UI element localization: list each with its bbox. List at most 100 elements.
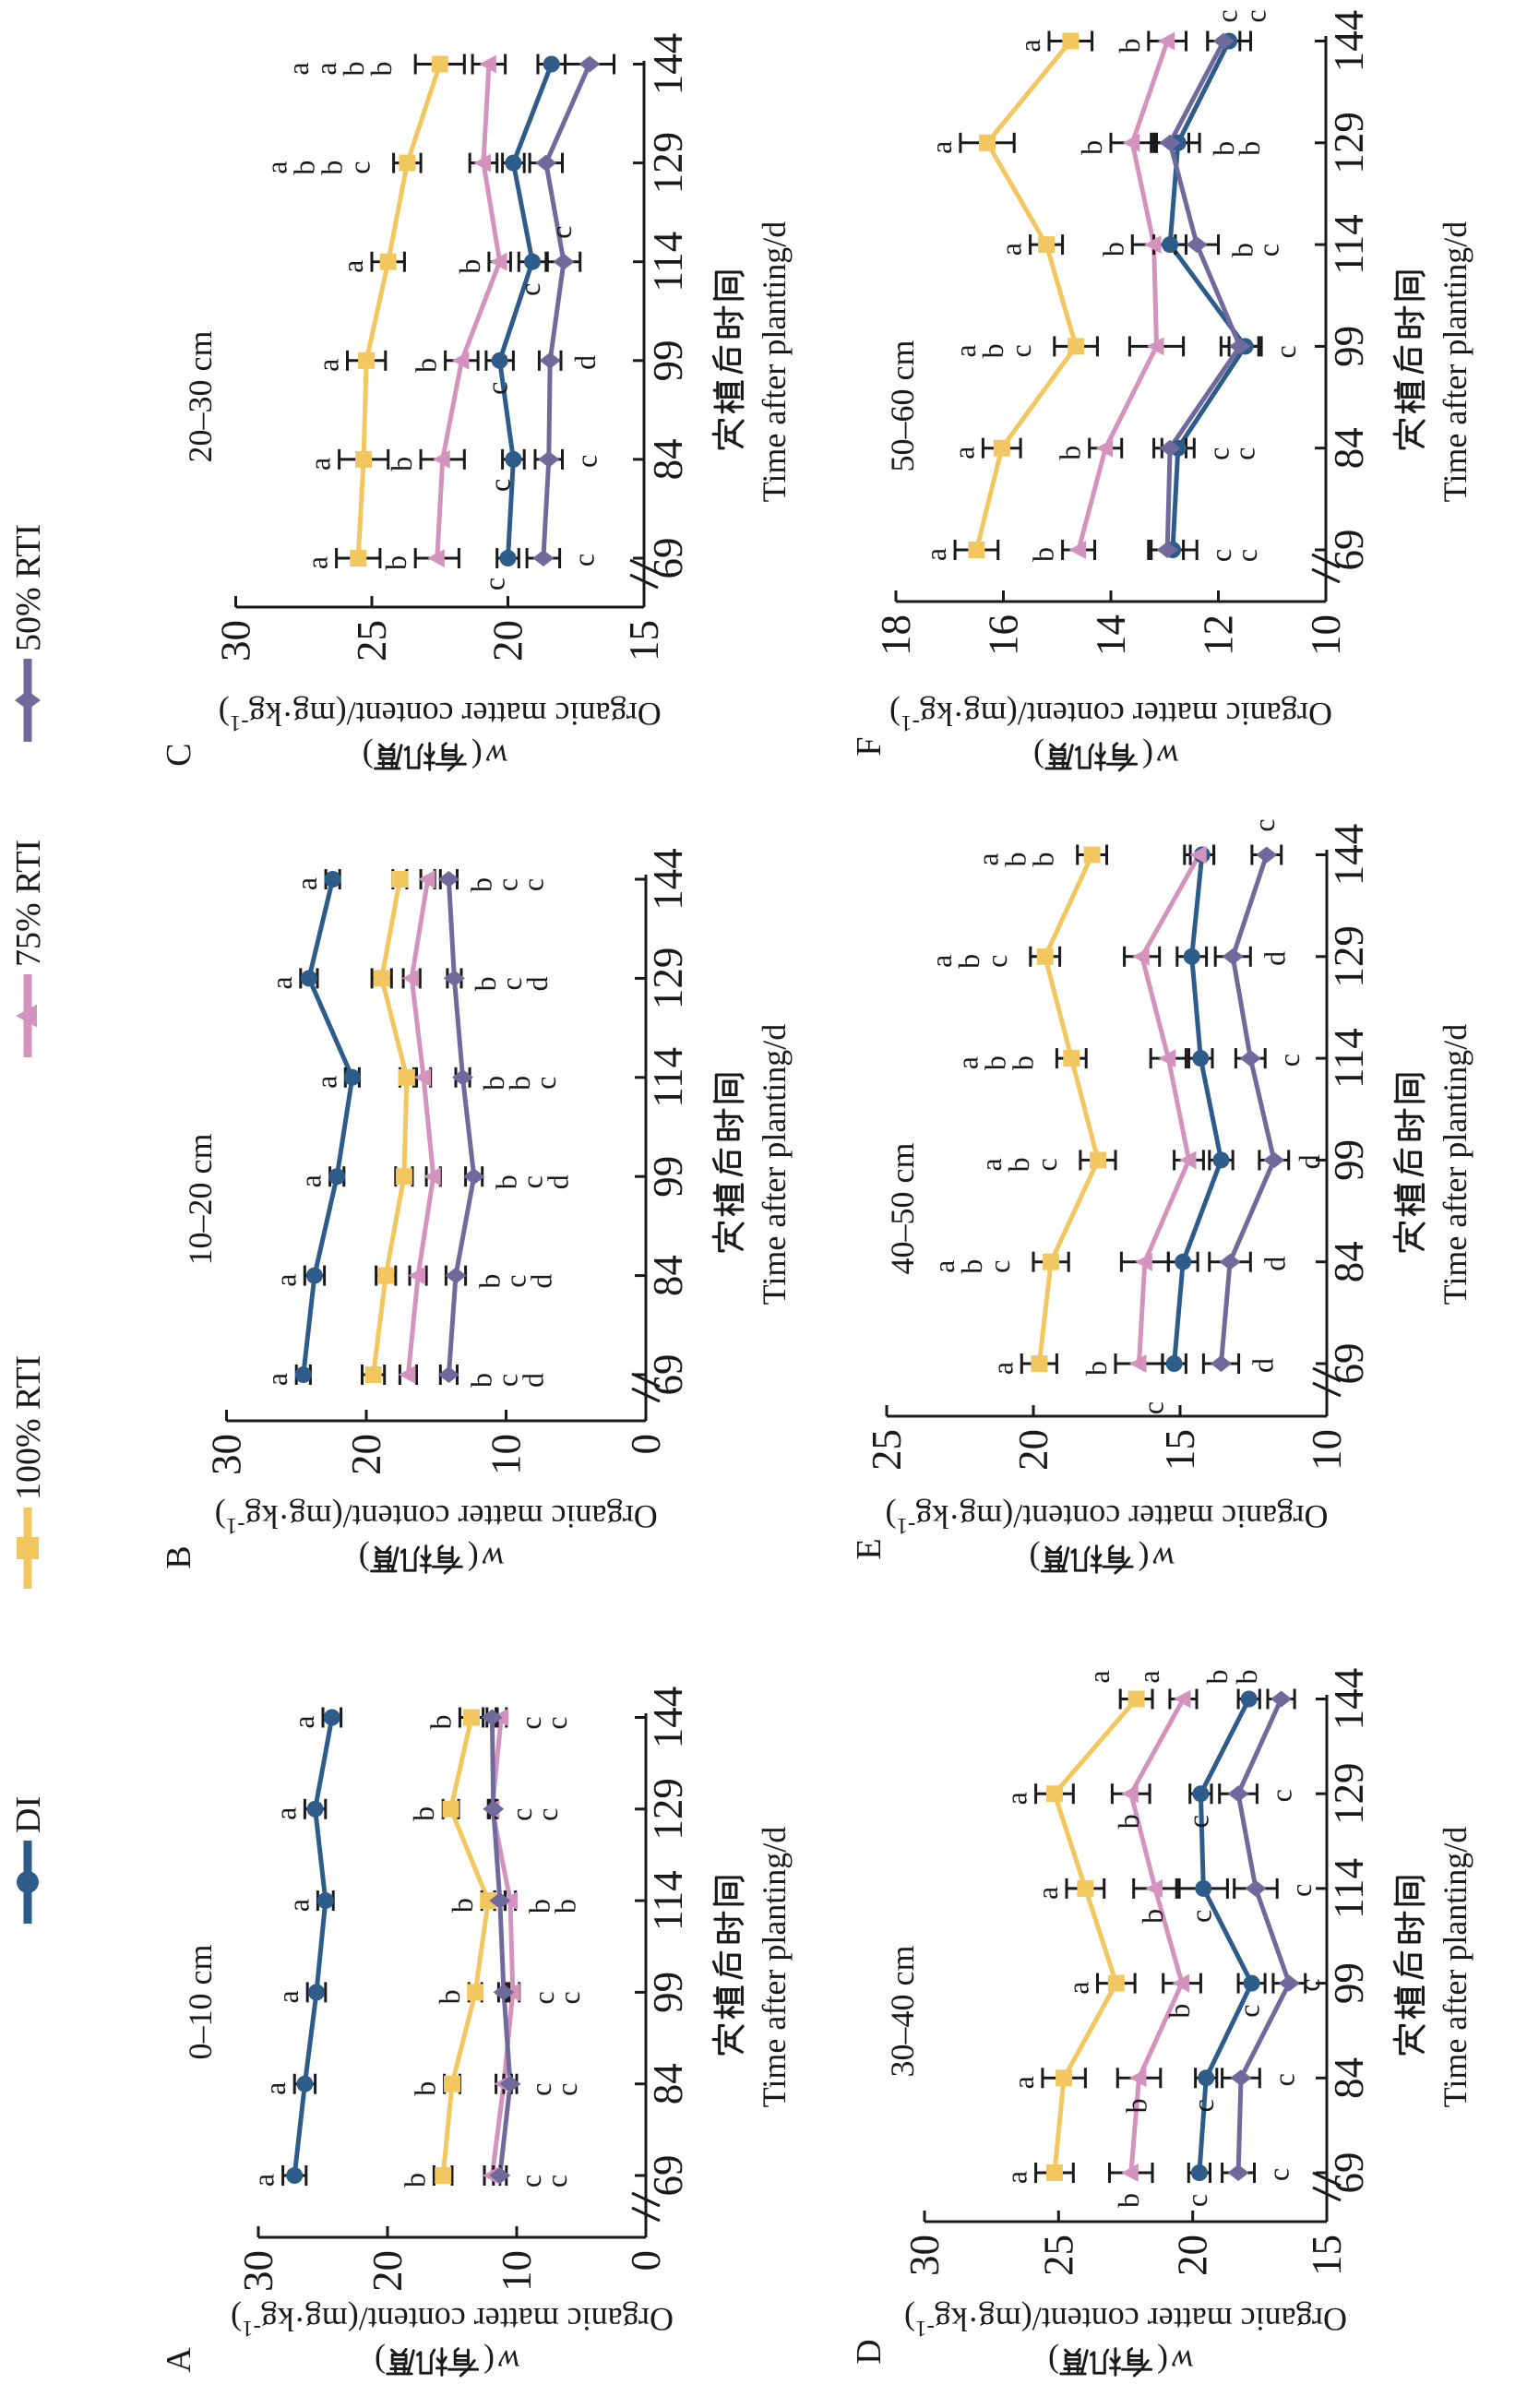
svg-text:84: 84 [645, 438, 691, 480]
svg-text:114: 114 [1326, 1028, 1372, 1089]
svg-text:Time after planting/d: Time after planting/d [756, 1024, 793, 1305]
svg-text:A: A [160, 2347, 198, 2373]
svg-text:b: b [316, 161, 349, 175]
svg-text:99: 99 [1326, 1139, 1372, 1181]
svg-text:114: 114 [645, 232, 691, 292]
svg-text:b: b [477, 1076, 510, 1091]
svg-text:a: a [265, 976, 298, 989]
svg-text:a: a [268, 1273, 302, 1286]
svg-text:129: 129 [1326, 1762, 1372, 1825]
svg-text:10: 10 [1304, 1429, 1350, 1471]
svg-text:69: 69 [645, 2155, 691, 2197]
svg-text:): ) [1033, 738, 1044, 775]
svg-text:b: b [1207, 141, 1240, 156]
svg-text:10: 10 [494, 2250, 540, 2292]
svg-text:c: c [343, 161, 376, 173]
svg-text:b: b [398, 2173, 431, 2187]
svg-text:c: c [514, 1716, 547, 1729]
svg-text:a: a [258, 2082, 292, 2095]
svg-text:b: b [1080, 1361, 1113, 1376]
svg-text:25: 25 [1035, 2235, 1081, 2276]
svg-text:25: 25 [349, 620, 395, 662]
svg-text:c: c [1204, 549, 1237, 562]
svg-text:114: 114 [645, 1047, 691, 1108]
svg-text:b: b [955, 1259, 988, 1274]
svg-text:Organic matter content/(mg·kg-: Organic matter content/(mg·kg-1) [215, 1498, 658, 1538]
svg-text:a: a [268, 1807, 302, 1820]
svg-text:18: 18 [873, 614, 919, 656]
svg-text:30: 30 [213, 620, 259, 662]
svg-text:b: b [1027, 852, 1060, 867]
svg-text:15: 15 [1157, 1429, 1203, 1471]
svg-text:c: c [483, 479, 517, 492]
svg-text:b: b [1006, 1055, 1039, 1070]
svg-text:c: c [1264, 1789, 1297, 1802]
svg-text:69: 69 [1326, 2152, 1372, 2194]
svg-text:c: c [1181, 1815, 1214, 1828]
svg-text:b: b [364, 62, 398, 77]
svg-text:c: c [491, 1374, 524, 1387]
svg-text:b: b [1136, 1909, 1169, 1924]
svg-text:0: 0 [623, 1434, 669, 1455]
svg-text:b: b [424, 1715, 457, 1730]
svg-text:b: b [1096, 242, 1129, 256]
svg-text:144: 144 [1326, 1668, 1372, 1731]
svg-text:c: c [516, 1175, 549, 1188]
svg-text:c: c [1004, 344, 1037, 357]
svg-text:20: 20 [343, 1434, 389, 1475]
svg-text:d: d [568, 355, 602, 370]
svg-text:b: b [1002, 1157, 1035, 1172]
svg-text:B: B [160, 1545, 198, 1568]
svg-text:b: b [549, 1899, 582, 1913]
svg-text:b: b [1233, 141, 1266, 156]
svg-text:129: 129 [645, 1778, 691, 1841]
svg-text:b: b [952, 954, 985, 969]
svg-text:0–10 cm: 0–10 cm [182, 1945, 219, 2060]
svg-text:c: c [524, 2083, 557, 2096]
svg-text:Time after planting/d: Time after planting/d [1437, 1024, 1473, 1305]
svg-text:c: c [527, 1991, 560, 2004]
svg-text:(: ( [1139, 1541, 1150, 1578]
svg-text:b: b [446, 1898, 479, 1913]
svg-text:a: a [1000, 2171, 1033, 2184]
svg-text:b: b [433, 1989, 466, 2004]
svg-text:w: w [486, 738, 508, 775]
svg-text:84: 84 [645, 2063, 691, 2104]
svg-text:144: 144 [645, 848, 691, 911]
svg-text:c: c [529, 1077, 562, 1090]
svg-text:c: c [499, 1274, 532, 1287]
svg-text:129: 129 [645, 948, 691, 1010]
svg-text:84: 84 [1326, 2057, 1372, 2099]
svg-text:b: b [503, 1076, 536, 1091]
svg-text:129: 129 [1326, 925, 1372, 988]
svg-text:(: ( [1142, 738, 1153, 775]
svg-text:c: c [1180, 2194, 1213, 2207]
svg-text:c: c [517, 878, 550, 891]
svg-text:c: c [491, 878, 524, 891]
svg-text:a: a [304, 458, 337, 471]
svg-text:d: d [1258, 1257, 1291, 1271]
svg-text:b: b [410, 358, 443, 373]
svg-text:a: a [336, 260, 369, 273]
svg-text:c: c [514, 2175, 547, 2187]
svg-text:c: c [1284, 1884, 1318, 1897]
svg-text:c: c [1247, 818, 1281, 831]
svg-text:a: a [1007, 2076, 1040, 2089]
svg-text:d: d [1258, 951, 1291, 966]
svg-text:15: 15 [1304, 2235, 1350, 2276]
svg-text:b: b [288, 161, 321, 175]
svg-text:): ) [359, 1541, 370, 1578]
svg-text:d: d [520, 976, 554, 991]
svg-text:): ) [1030, 1541, 1041, 1578]
svg-text:a: a [260, 1373, 293, 1386]
svg-text:Organic matter content/(mg·kg-: Organic matter content/(mg·kg-1) [904, 2301, 1347, 2341]
svg-text:99: 99 [1326, 326, 1372, 367]
svg-text:c: c [478, 578, 511, 590]
svg-text:b: b [1230, 1670, 1263, 1685]
svg-text:a: a [312, 359, 345, 372]
svg-text:16: 16 [981, 614, 1027, 656]
svg-text:c: c [1272, 1054, 1306, 1067]
svg-text:w: w [1172, 2343, 1194, 2380]
svg-text:a: a [1000, 1792, 1033, 1805]
svg-text:b: b [976, 343, 1009, 358]
